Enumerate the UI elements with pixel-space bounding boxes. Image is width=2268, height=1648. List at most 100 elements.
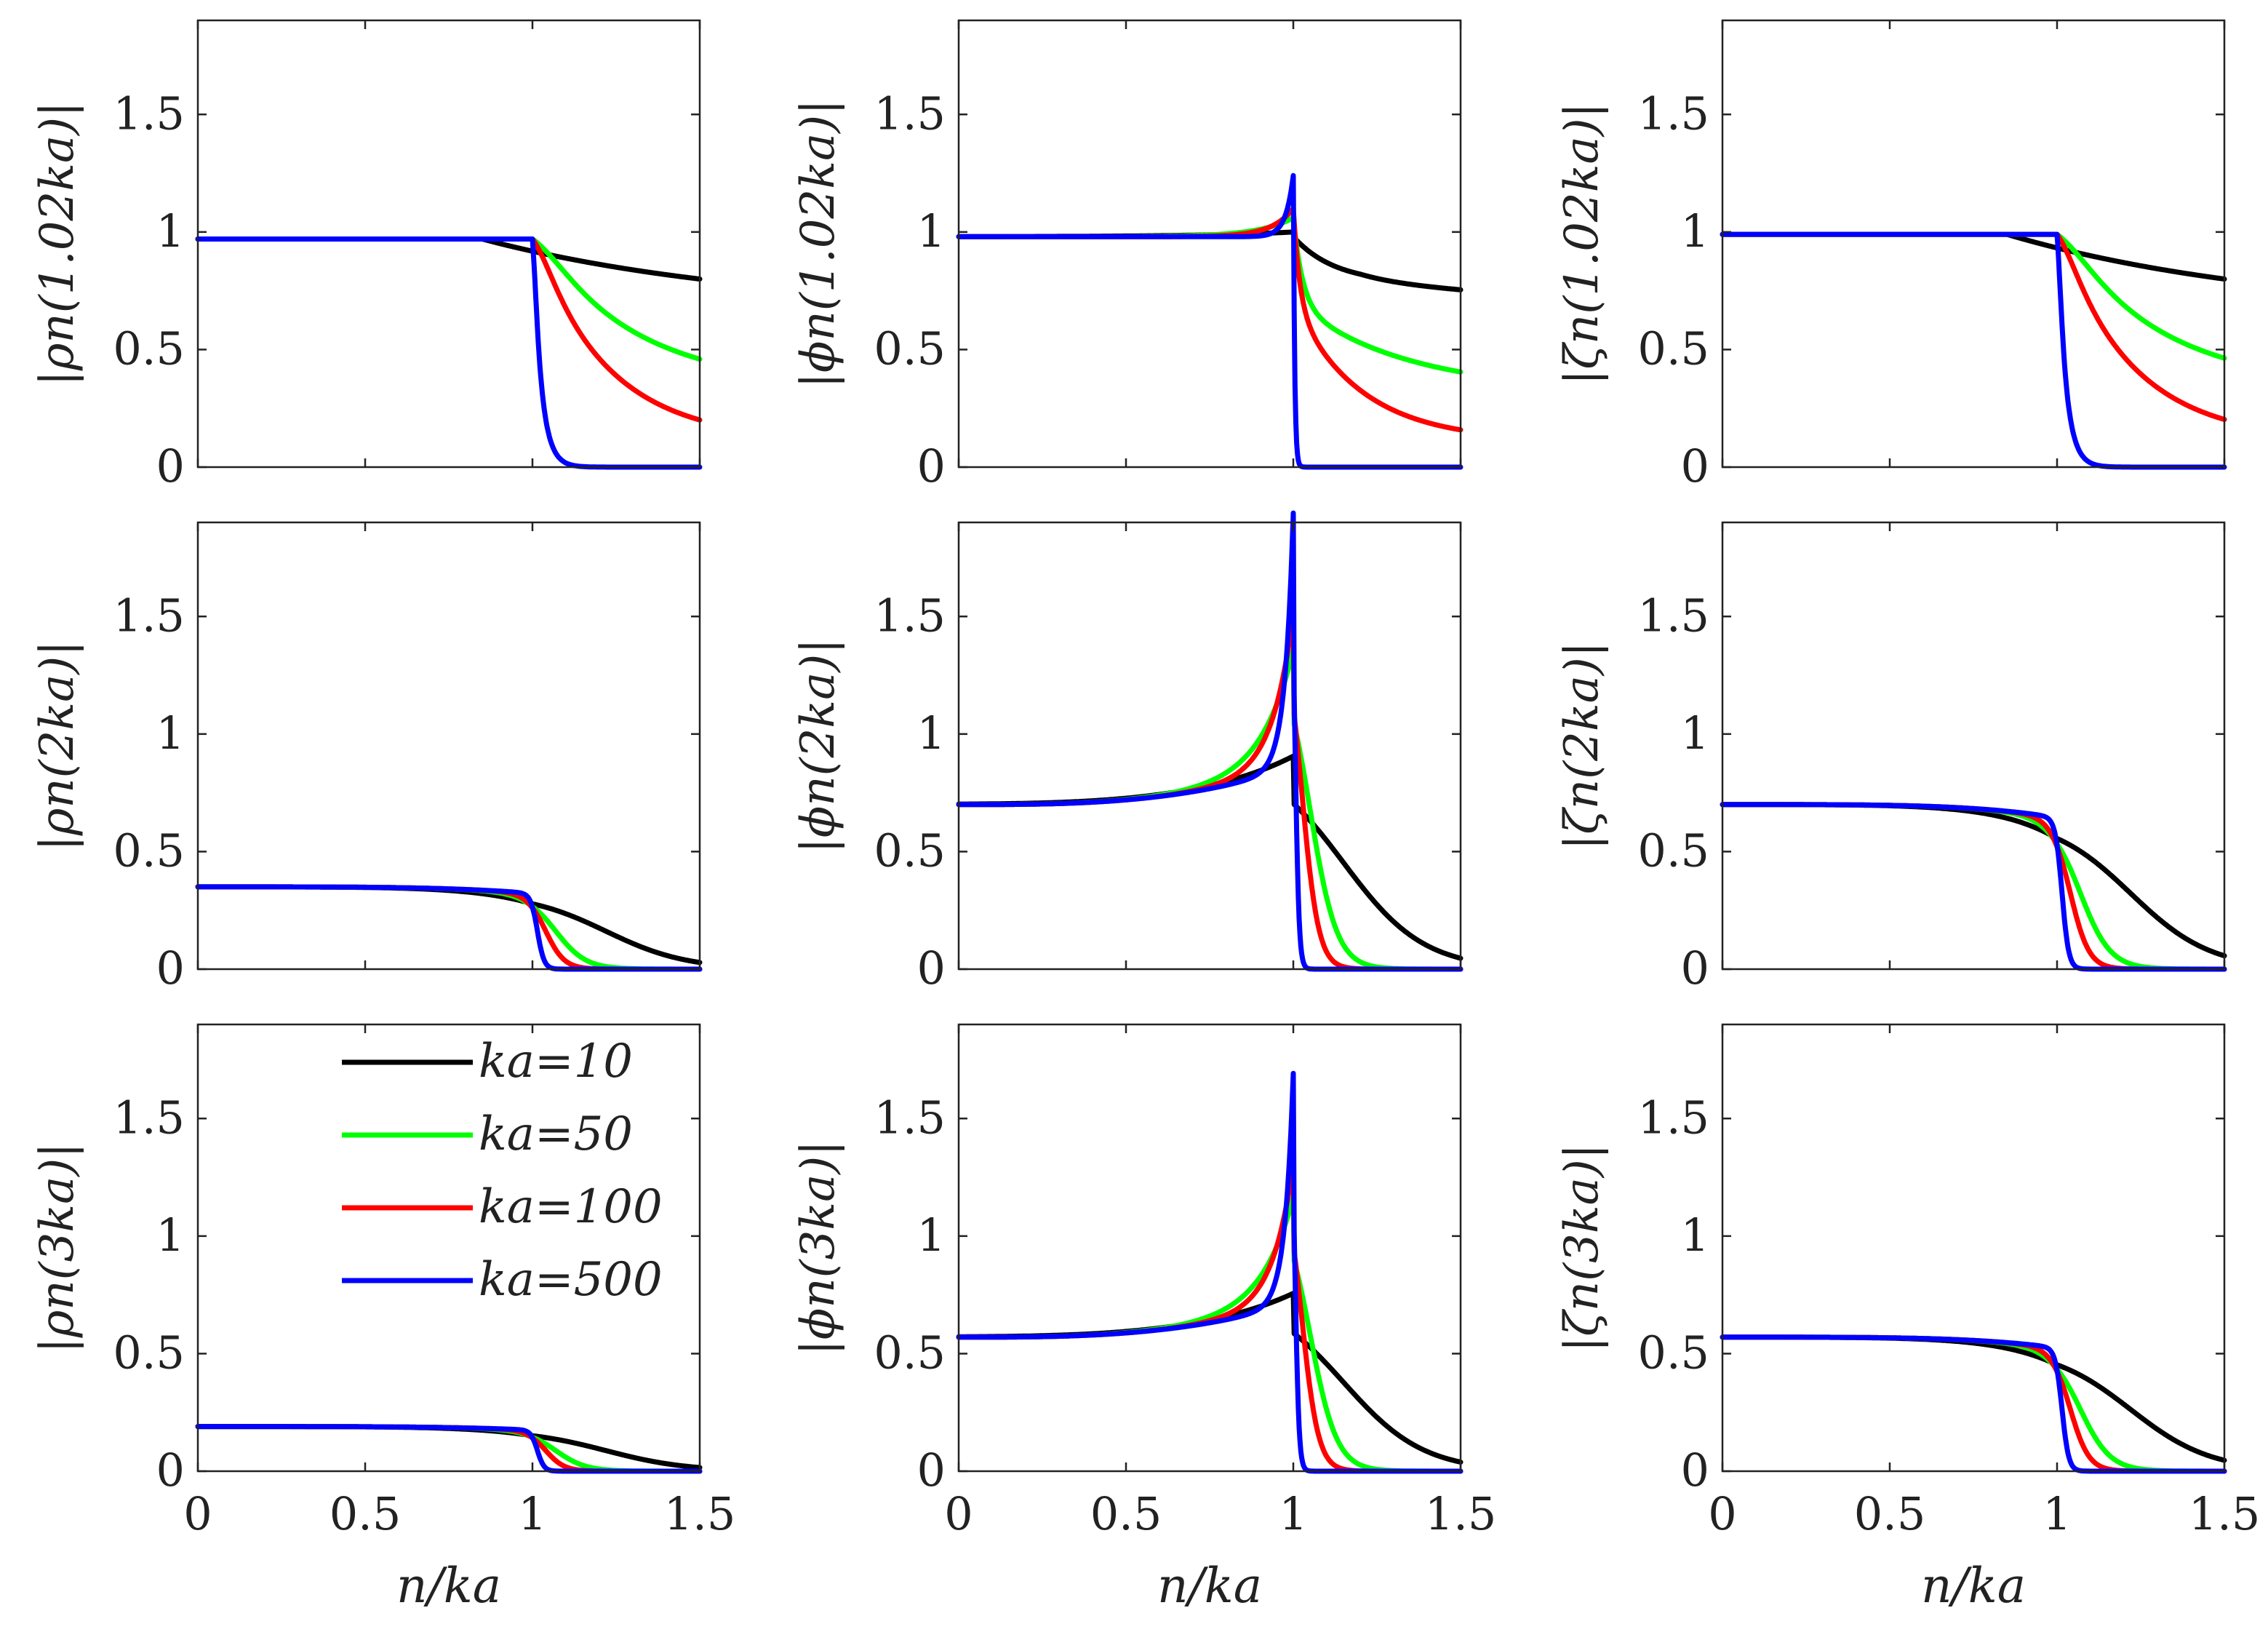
x-tick-label: 1	[518, 1487, 546, 1540]
series-line-ka-50	[1720, 1334, 2227, 1474]
series-line-ka-500	[956, 1070, 1464, 1474]
plot-frame	[1721, 1023, 2226, 1473]
series-line-ka-100	[1720, 802, 2227, 972]
series-line-ka-500	[195, 884, 703, 972]
y-tick-label: 1.5	[113, 589, 185, 642]
y-tick-label: 1.5	[1637, 87, 1709, 140]
y-tick-label: 1.5	[874, 589, 946, 642]
x-tick-label: 1.5	[2189, 1487, 2261, 1540]
x-tick-label: 0	[944, 1487, 973, 1540]
series-line-ka-50	[195, 1424, 703, 1474]
x-tick-label: 0.5	[1090, 1487, 1162, 1540]
y-tick-label: 0.5	[1637, 824, 1709, 877]
y-axis-label: |ρn(3ka)|	[31, 1142, 84, 1353]
series-line-ka-10	[1720, 1334, 2227, 1463]
y-axis-label: |ϕn(3ka)|	[791, 1140, 845, 1356]
y-tick-label: 0.5	[113, 322, 185, 375]
plot-frame	[1721, 521, 2226, 971]
y-axis-label: |ζn(3ka)|	[1555, 1144, 1609, 1353]
y-tick-label: 0.5	[113, 824, 185, 877]
y-tick-label: 0.5	[113, 1326, 185, 1379]
series-line-ka-10	[195, 884, 703, 966]
y-tick-label: 0	[917, 439, 946, 493]
series-line-ka-500	[956, 510, 1464, 972]
plot-frame	[196, 521, 701, 971]
series-line-ka-50	[195, 884, 703, 972]
legend-label: ka=10	[479, 1035, 633, 1088]
y-tick-label: 0	[156, 1444, 185, 1497]
legend-label: ka=500	[479, 1253, 663, 1307]
y-tick-label: 1.5	[113, 1091, 185, 1144]
panel-zeta-2: 0 0.5 1 1.5 |ζn(2ka)|	[1555, 521, 2227, 995]
series-line-ka-10	[956, 229, 1464, 292]
series-line-ka-100	[195, 1424, 703, 1474]
panel-phi-1.02: 0 0.5 1 1.5 |ϕn(1.02ka)|	[791, 19, 1464, 493]
series-line-ka-50	[1720, 231, 2227, 361]
y-tick-label: 1	[156, 706, 185, 760]
legend-label: ka=50	[479, 1107, 633, 1161]
panel-phi-2: 0 0.5 1 1.5 |ϕn(2ka)|	[791, 510, 1464, 995]
panel-zeta-1.02: 0 0.5 1 1.5 |ζn(1.02ka)|	[1555, 19, 2227, 493]
y-tick-label: 0	[156, 439, 185, 493]
y-tick-label: 0.5	[1637, 322, 1709, 375]
x-axis-label: n/ka	[1157, 1558, 1262, 1614]
y-axis-label: |ϕn(1.02ka)|	[791, 99, 845, 388]
y-tick-label: 1.5	[874, 1091, 946, 1144]
y-tick-label: 1	[156, 204, 185, 258]
y-tick-label: 0.5	[874, 1326, 946, 1379]
y-axis-label: |ρn(2ka)|	[31, 640, 84, 851]
y-axis-label: |ζn(1.02ka)|	[1555, 103, 1609, 385]
plot-frame	[957, 521, 1462, 971]
x-axis-label: n/ka	[1921, 1558, 2026, 1614]
legend-item: ka=10	[342, 1035, 633, 1088]
panel-zeta-3: 0 0.5 1 1.5 0 0.5 1 1.5 n/ka |ζn(3ka)|	[1555, 1023, 2261, 1614]
y-tick-label: 1	[917, 706, 946, 760]
plot-frame	[1721, 19, 2226, 469]
y-tick-label: 0	[917, 942, 946, 995]
series-line-ka-500	[956, 172, 1464, 470]
legend: ka=10 ka=50 ka=100 ka=500	[342, 1035, 663, 1307]
plot-frame	[957, 1023, 1462, 1473]
x-tick-label: 0	[183, 1487, 212, 1540]
panel-rho-1.02: 0 0.5 1 1.5 |ρn(1.02ka)|	[31, 19, 703, 493]
series-line-ka-500	[1720, 802, 2227, 972]
y-tick-label: 1	[1681, 706, 1709, 760]
plot-frame	[196, 19, 701, 469]
series-line-ka-500	[195, 1424, 703, 1474]
y-tick-label: 0	[1681, 942, 1709, 995]
legend-item: ka=100	[342, 1180, 663, 1234]
y-tick-label: 1	[1681, 204, 1709, 258]
y-tick-label: 1.5	[1637, 1091, 1709, 1144]
chart-panels: 0 0.5 1 1.5 |ρn(1.02ka)| 0 0.5 1 1.5 |ϕn(1.02ka)|…	[31, 19, 2261, 1614]
y-tick-label: 1.5	[1637, 589, 1709, 642]
y-tick-label: 0.5	[874, 322, 946, 375]
panel-rho-3: 0 0.5 1 1.5 0 0.5 1 1.5 n/ka |ρn(3ka)|	[31, 1023, 736, 1614]
x-tick-label: 1	[2043, 1487, 2071, 1540]
panel-phi-3: 0 0.5 1 1.5 0 0.5 1 1.5 n/ka |ϕn(3ka)|	[791, 1023, 1497, 1614]
series-line-ka-100	[1720, 1334, 2227, 1474]
y-tick-label: 0.5	[874, 824, 946, 877]
y-tick-label: 1	[917, 204, 946, 258]
y-tick-label: 1	[156, 1209, 185, 1262]
y-tick-label: 0.5	[1637, 1326, 1709, 1379]
y-tick-label: 1.5	[113, 87, 185, 140]
y-axis-label: |ϕn(2ka)|	[791, 638, 845, 853]
legend-item: ka=50	[342, 1107, 633, 1161]
x-tick-label: 1.5	[664, 1487, 736, 1540]
x-tick-label: 0	[1708, 1487, 1736, 1540]
legend-item: ka=500	[342, 1253, 663, 1307]
y-tick-label: 0	[156, 942, 185, 995]
series-line-ka-100	[195, 884, 703, 972]
series-line-ka-50	[1720, 802, 2227, 972]
y-axis-label: |ζn(2ka)|	[1555, 642, 1609, 851]
series-line-ka-50	[956, 647, 1464, 972]
y-tick-label: 1.5	[874, 87, 946, 140]
y-tick-label: 0	[1681, 439, 1709, 493]
series-line-ka-50	[956, 215, 1464, 375]
y-tick-label: 1	[917, 1209, 946, 1262]
x-tick-label: 1.5	[1425, 1487, 1497, 1540]
series-line-ka-100	[956, 206, 1464, 433]
x-tick-label: 0.5	[330, 1487, 402, 1540]
series-line-ka-10	[1720, 802, 2227, 959]
